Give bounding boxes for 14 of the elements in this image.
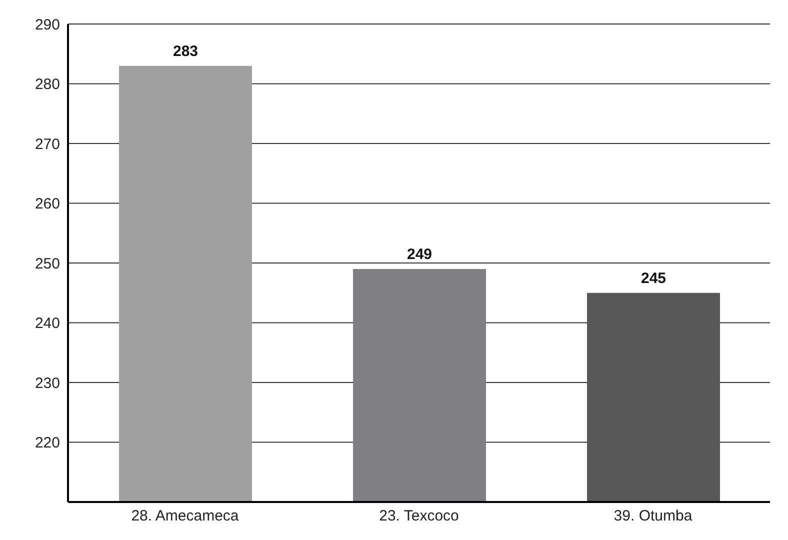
y-tick-label: 290 — [34, 16, 60, 34]
data-label: 249 — [406, 246, 432, 263]
data-label: 283 — [172, 42, 198, 60]
y-tick-label: 220 — [34, 434, 60, 452]
y-tick-label: 230 — [34, 374, 60, 392]
data-label: 245 — [640, 270, 666, 287]
x-tick-label: 28. Amecameca — [131, 508, 240, 525]
y-tick-label: 270 — [34, 136, 60, 153]
x-tick-label: 23. Texcoco — [379, 508, 459, 525]
y-tick-label: 280 — [34, 76, 60, 94]
y-tick-label: 240 — [34, 315, 60, 332]
y-tick-label: 260 — [34, 196, 60, 213]
y-tick-label: 250 — [34, 255, 60, 272]
x-tick-label: 39. Otumba — [614, 508, 693, 525]
